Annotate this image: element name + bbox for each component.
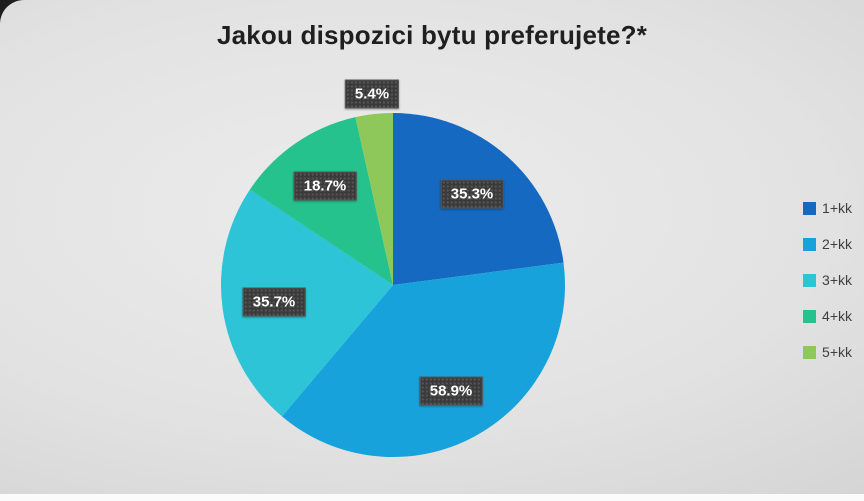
legend-label-1+kk: 1+kk xyxy=(822,200,852,216)
slice-label-4+kk: 18.7% xyxy=(293,171,357,201)
legend-item-1+kk[interactable]: 1+kk xyxy=(803,198,852,218)
legend-swatch-5+kk xyxy=(803,345,817,359)
pie-slice-4+kk[interactable] xyxy=(249,117,393,285)
pie-slice-3+kk[interactable] xyxy=(220,189,393,417)
pie-slice-2+kk[interactable] xyxy=(281,262,566,458)
slice-label-2+kk: 58.9% xyxy=(419,376,483,406)
legend-swatch-1+kk xyxy=(803,201,817,215)
pie-slice-5+kk[interactable] xyxy=(355,113,393,285)
legend-item-4+kk[interactable]: 4+kk xyxy=(803,306,852,326)
legend-swatch-3+kk xyxy=(803,273,817,287)
slice-label-1+kk: 35.3% xyxy=(440,179,504,209)
bottom-strip xyxy=(0,494,864,501)
legend-swatch-4+kk xyxy=(803,309,817,323)
legend-label-3+kk: 3+kk xyxy=(822,272,852,288)
legend-item-3+kk[interactable]: 3+kk xyxy=(803,270,852,290)
legend: 1+kk 2+kk 3+kk 4+kk 5+kk xyxy=(803,198,852,362)
slice-label-5+kk: 5.4% xyxy=(344,79,400,109)
legend-label-2+kk: 2+kk xyxy=(822,236,852,252)
legend-swatch-2+kk xyxy=(803,237,817,251)
legend-item-2+kk[interactable]: 2+kk xyxy=(803,234,852,254)
chart-title: Jakou dispozici bytu preferujete?* xyxy=(216,20,648,50)
legend-item-5+kk[interactable]: 5+kk xyxy=(803,342,852,362)
legend-label-4+kk: 4+kk xyxy=(822,308,852,324)
legend-label-5+kk: 5+kk xyxy=(822,344,852,360)
slice-label-3+kk: 35.7% xyxy=(242,287,306,317)
